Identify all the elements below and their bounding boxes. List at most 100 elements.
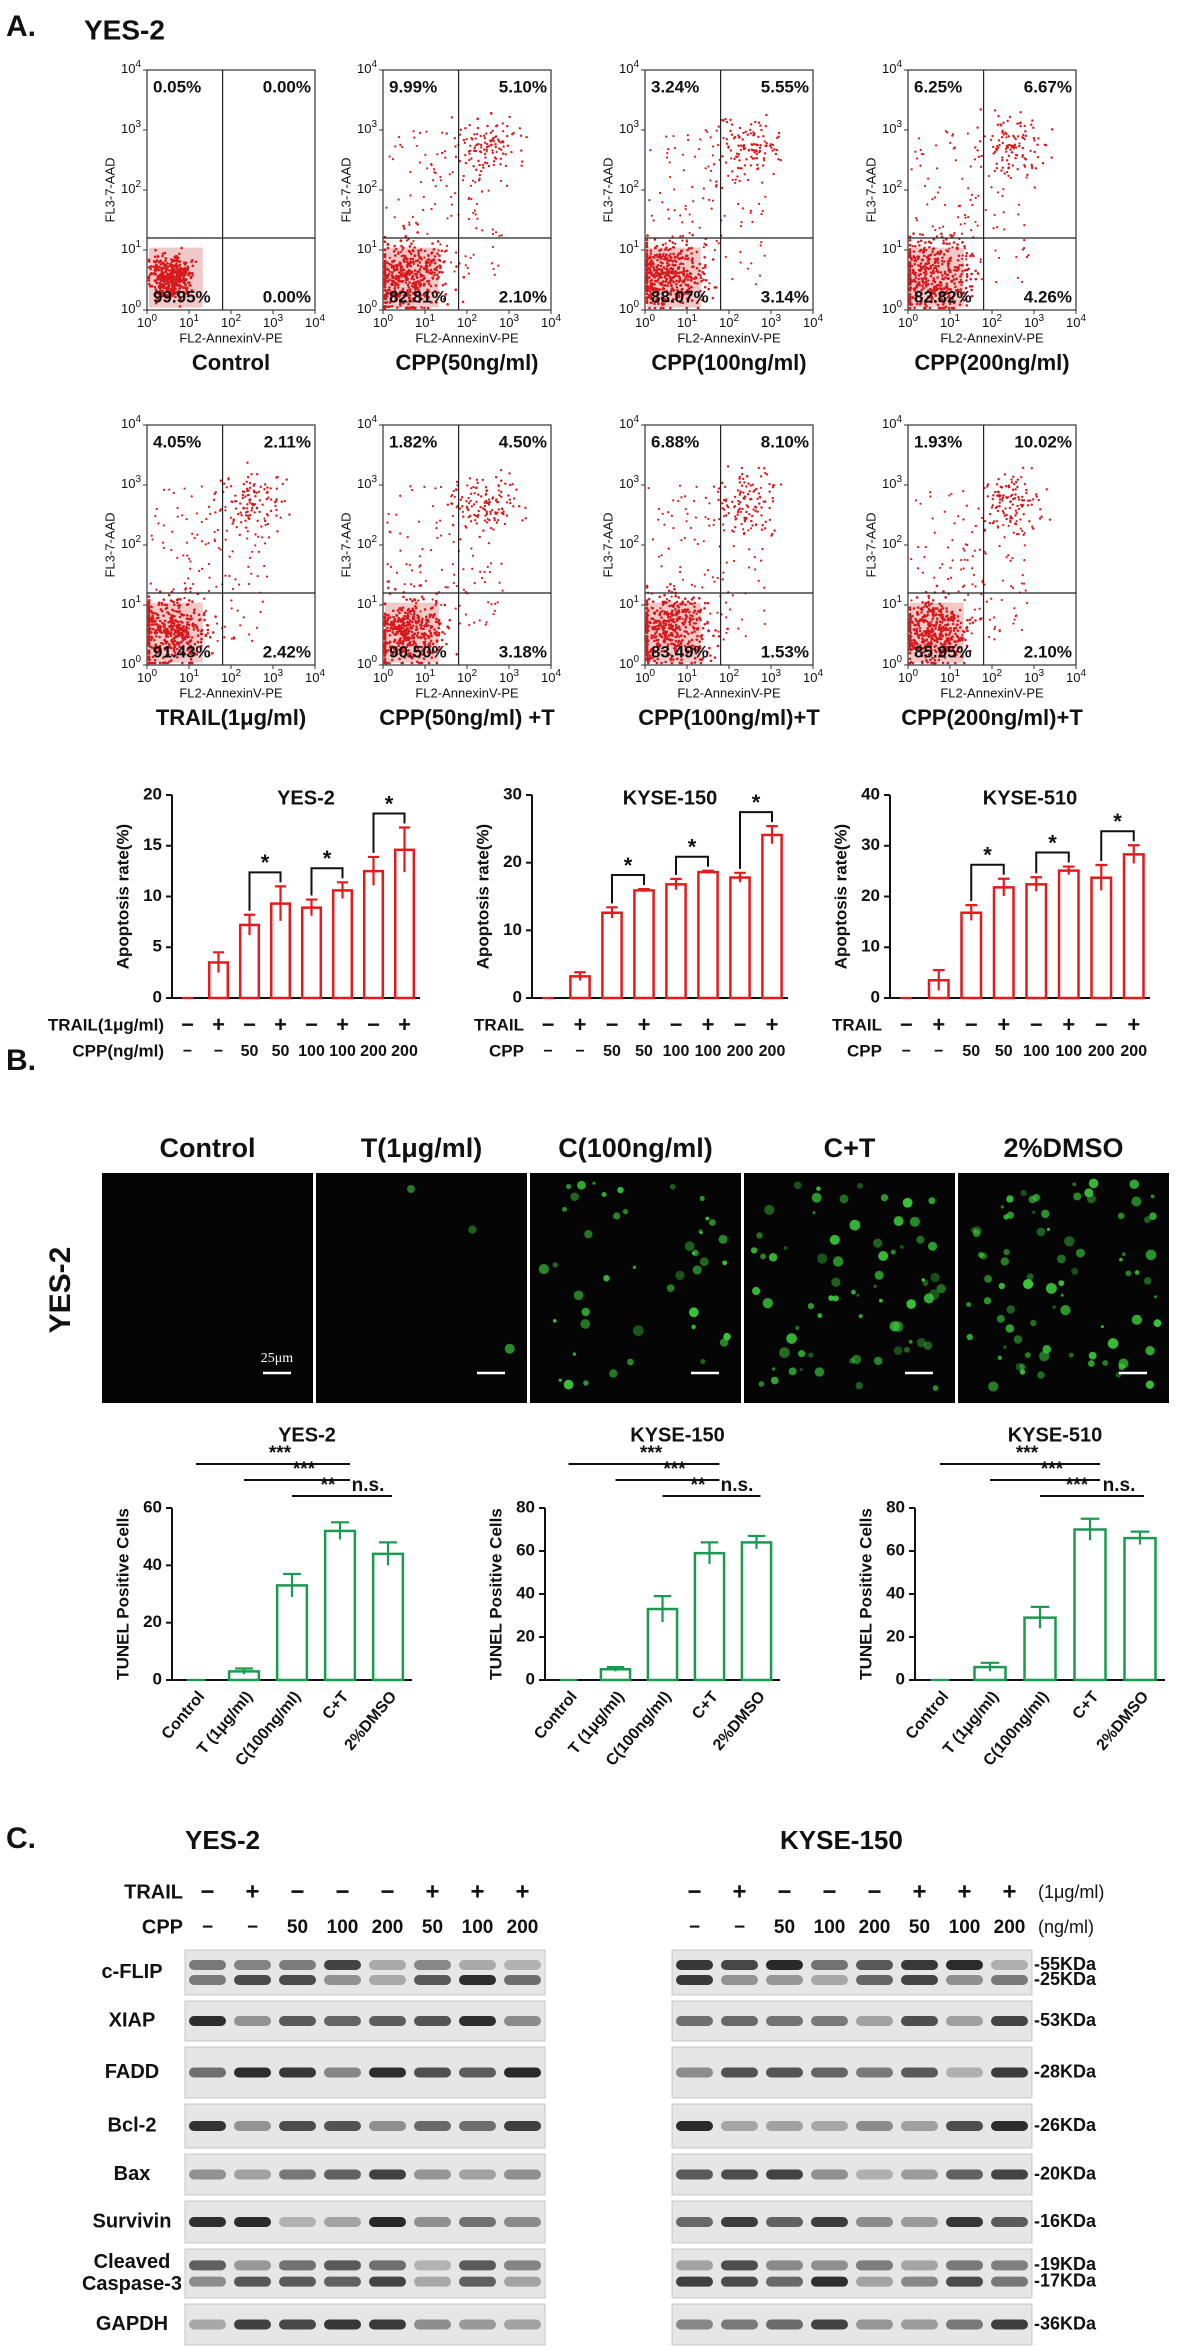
- event-dot: [476, 126, 480, 130]
- event-dot: [161, 252, 165, 256]
- event-dot: [147, 260, 151, 263]
- event-dot: [443, 150, 447, 153]
- event-dot: [681, 617, 684, 620]
- event-dot: [394, 145, 397, 148]
- event-dot: [478, 619, 481, 622]
- event-dot: [464, 524, 467, 528]
- tick-exponent: 1: [429, 668, 435, 679]
- event-dot: [193, 536, 196, 540]
- event-dot: [763, 152, 767, 155]
- event-dot: [919, 148, 922, 152]
- event-dot: [415, 281, 418, 285]
- event-dot: [209, 512, 212, 516]
- event-dot: [443, 632, 446, 635]
- event-dot: [392, 269, 396, 272]
- event-dot: [687, 247, 691, 250]
- event-dot: [496, 601, 499, 604]
- event-dot: [419, 610, 422, 613]
- event-dot: [191, 264, 195, 268]
- quadrant-percent: 1.82%: [389, 432, 437, 451]
- event-dot: [721, 502, 724, 505]
- tick-exponent: 0: [135, 654, 141, 665]
- event-dot: [163, 661, 167, 664]
- event-dot: [666, 615, 670, 619]
- event-dot: [398, 611, 401, 615]
- event-dot: [500, 479, 503, 482]
- tick-label: 100: [619, 654, 639, 672]
- event-dot: [743, 518, 746, 522]
- event-dot: [511, 133, 514, 136]
- event-dot: [687, 632, 690, 636]
- event-dot: [184, 588, 187, 591]
- event-dot: [469, 184, 473, 187]
- event-dot: [438, 519, 442, 522]
- event-dot: [190, 288, 194, 292]
- tick-base: 10: [457, 670, 471, 685]
- event-dot: [712, 523, 715, 527]
- event-dot: [732, 137, 736, 140]
- quadrant-percent: 6.88%: [651, 432, 699, 451]
- event-dot: [150, 617, 153, 620]
- event-dot: [918, 269, 922, 273]
- event-dot: [484, 623, 487, 626]
- event-dot: [185, 541, 189, 544]
- event-dot: [468, 623, 471, 626]
- event-dot: [439, 266, 442, 270]
- event-dot: [677, 596, 681, 599]
- event-dot: [196, 634, 200, 637]
- event-dot: [255, 491, 258, 495]
- event-dot: [713, 518, 716, 522]
- event-dot: [178, 287, 181, 290]
- event-dot: [499, 468, 503, 472]
- event-dot: [734, 181, 737, 184]
- event-dot: [668, 638, 672, 642]
- event-dot: [684, 614, 688, 617]
- quadrant-percent: 3.24%: [651, 77, 699, 96]
- event-dot: [754, 283, 758, 286]
- event-dot: [424, 634, 427, 637]
- event-dot: [917, 240, 920, 244]
- event-dot: [692, 499, 696, 503]
- event-dot: [465, 137, 468, 141]
- event-dot: [680, 496, 683, 499]
- event-dot: [500, 562, 503, 565]
- event-dot: [730, 157, 733, 160]
- event-dot: [693, 155, 697, 158]
- event-dot: [147, 265, 151, 269]
- event-dot: [760, 506, 763, 509]
- event-dot: [200, 637, 203, 641]
- event-dot: [408, 250, 412, 253]
- event-dot: [668, 254, 671, 258]
- event-dot: [253, 511, 256, 514]
- event-dot: [395, 571, 399, 574]
- tick-exponent: 3: [513, 313, 519, 324]
- event-dot: [948, 247, 951, 250]
- event-dot: [749, 209, 753, 212]
- event-dot: [771, 496, 774, 500]
- event-dot: [211, 631, 215, 634]
- event-dot: [1000, 169, 1003, 172]
- event-dot: [384, 297, 388, 301]
- event-dot: [176, 556, 179, 559]
- event-dot: [934, 265, 938, 268]
- event-dot: [455, 488, 458, 491]
- event-dot: [977, 194, 980, 197]
- event-dot: [673, 188, 676, 191]
- event-dot: [410, 630, 414, 634]
- event-dot: [770, 146, 773, 149]
- quadrant-percent: 5.55%: [761, 77, 809, 96]
- event-dot: [693, 630, 696, 633]
- event-dot: [411, 291, 415, 295]
- tick-base: 10: [882, 241, 896, 256]
- event-dot: [175, 619, 178, 623]
- event-dot: [685, 306, 689, 310]
- event-dot: [485, 499, 488, 503]
- event-dot: [502, 140, 505, 144]
- event-dot: [693, 538, 696, 541]
- event-dot: [958, 608, 962, 612]
- event-dot: [1044, 144, 1048, 147]
- tick-base: 10: [357, 241, 371, 256]
- event-dot: [777, 131, 781, 135]
- event-dot: [931, 198, 934, 201]
- tick-label: 100: [635, 668, 655, 686]
